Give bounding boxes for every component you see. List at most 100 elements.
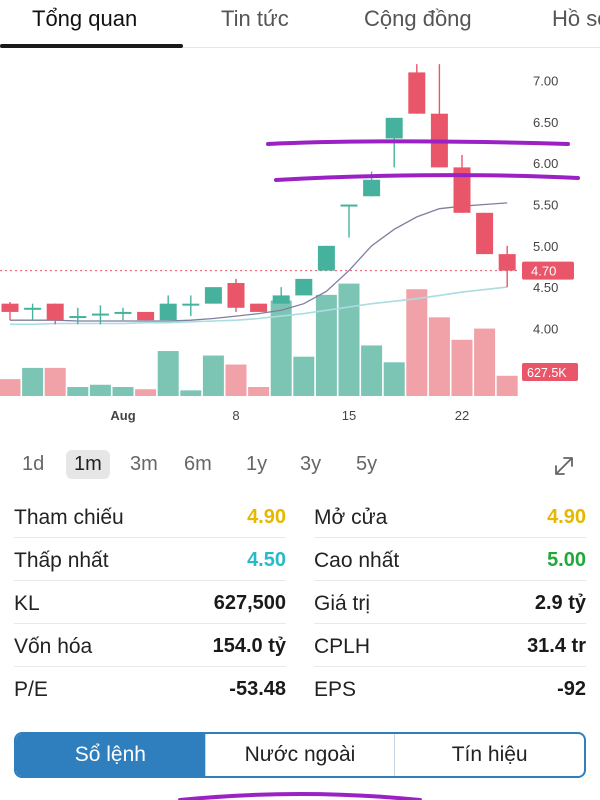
volume-bar [406, 289, 428, 396]
volume-bar [451, 339, 473, 396]
volume-bar [0, 379, 21, 396]
x-tick-label: 8 [232, 408, 239, 423]
detail-segmented-control: Sổ lệnh Nước ngoài Tín hiệu [14, 732, 586, 778]
stat-label-open: Mở cửa [314, 506, 388, 529]
y-tick-label: 4.50 [533, 280, 558, 295]
stat-value-open: 4.90 [547, 506, 586, 528]
annotation-line [266, 139, 570, 146]
stat-value-value: 2.9 tỷ [534, 592, 586, 614]
candle-body [159, 303, 177, 321]
candle-body [453, 167, 471, 213]
stat-label-high: Cao nhất [314, 549, 400, 572]
tab-community[interactable]: Cộng đồng [364, 6, 472, 31]
range-1y[interactable]: 1y [246, 453, 268, 475]
volume-badge-label: 627.5K [527, 366, 567, 380]
candle-body [91, 313, 109, 316]
candle-body [204, 287, 222, 304]
candle-body [69, 316, 87, 319]
x-tick-label: 15 [342, 408, 356, 423]
stat-label-shares-outstanding: CPLH [314, 635, 371, 658]
tab-profile[interactable]: Hồ sơ [552, 6, 600, 31]
stat-value-reference: 4.90 [247, 506, 286, 528]
range-3m[interactable]: 3m [130, 453, 158, 475]
candle-body [114, 311, 132, 314]
tab-overview[interactable]: Tổng quan [32, 6, 138, 31]
stat-row: Thấp nhất 4.50 Cao nhất 5.00 [0, 539, 600, 582]
volume-bar [157, 351, 179, 396]
stat-label-eps: EPS [314, 678, 357, 701]
expand-icon[interactable] [550, 452, 578, 480]
stat-value-low: 4.50 [247, 549, 286, 571]
volume-bar [496, 375, 518, 396]
stat-label-reference: Tham chiếu [14, 506, 124, 529]
y-tick-label: 5.00 [533, 239, 558, 254]
price-badge-label: 4.70 [531, 264, 556, 279]
candle-body [385, 117, 403, 139]
candle-body [137, 311, 155, 321]
tab-news[interactable]: Tin tức [221, 6, 289, 31]
annotation-stroke [178, 792, 422, 800]
volume-bar [202, 355, 224, 396]
volume-bar [474, 328, 496, 396]
candle-body [272, 295, 290, 304]
volume-bar [428, 317, 450, 396]
candle-body [476, 212, 494, 255]
candle-body [46, 303, 64, 321]
y-tick-label: 6.50 [533, 115, 558, 130]
range-1m[interactable]: 1m [66, 450, 110, 479]
volume-bar [44, 367, 66, 396]
stat-value-volume: 627,500 [213, 592, 286, 614]
range-selector: 1d 1m 3m 6m 1y 3y 5y [0, 446, 600, 486]
stat-value-shares-outstanding: 31.4 tr [527, 635, 586, 657]
divider [14, 623, 286, 624]
stat-label-low: Thấp nhất [14, 549, 109, 572]
volume-bar [112, 387, 134, 396]
segment-foreign[interactable]: Nước ngoài [204, 734, 395, 776]
y-tick-label: 5.50 [533, 198, 558, 213]
volume-bar [361, 345, 383, 396]
volume-bar [135, 389, 157, 396]
x-tick-label: Aug [110, 408, 135, 423]
candle-body [295, 278, 313, 296]
price-chart[interactable]: 7.00 6.50 6.00 5.50 5.00 4.50 4.00 4.70 627.5K Au… [0, 48, 600, 438]
divider [314, 666, 586, 667]
stat-row: P/E -53.48 EPS -92 [0, 668, 600, 711]
volume-bar [89, 384, 111, 396]
divider [14, 666, 286, 667]
volume-bar [22, 367, 44, 396]
volume-badge [522, 363, 578, 381]
stat-row: Vốn hóa 154.0 tỷ CPLH 31.4 tr [0, 625, 600, 668]
top-tab-bar: Tổng quan Tin tức Cộng đồng Hồ sơ [0, 0, 600, 48]
y-tick-label: 4.00 [533, 321, 558, 336]
volume-bar [225, 364, 247, 396]
segment-signals[interactable]: Tín hiệu [394, 734, 584, 776]
volume-bar [315, 294, 337, 396]
divider [14, 537, 286, 538]
range-6m[interactable]: 6m [184, 453, 212, 475]
stat-value-market-cap: 154.0 tỷ [212, 635, 286, 657]
volume-bar [338, 283, 360, 396]
range-5y[interactable]: 5y [356, 453, 378, 475]
x-tick-label: 22 [455, 408, 469, 423]
volume-bar [270, 300, 292, 396]
volume-bar [67, 387, 89, 396]
stat-label-market-cap: Vốn hóa [14, 635, 93, 658]
divider [314, 580, 586, 581]
candle-body [363, 179, 381, 197]
range-3y[interactable]: 3y [300, 453, 322, 475]
candle-body [340, 204, 358, 207]
stat-value-eps: -92 [557, 678, 586, 700]
candle-body [498, 254, 516, 271]
candle-body [408, 72, 426, 114]
volume-bar [180, 390, 202, 396]
stat-label-volume: KL [14, 592, 40, 615]
divider [314, 537, 586, 538]
range-1d[interactable]: 1d [22, 453, 45, 475]
volume-bar [248, 387, 270, 396]
segment-order-book[interactable]: Sổ lệnh [16, 734, 205, 776]
candle-body [182, 303, 200, 306]
candle-body [317, 245, 335, 271]
stat-row: Tham chiếu 4.90 Mở cửa 4.90 [0, 496, 600, 539]
volume-bar [293, 356, 315, 396]
candle-body [1, 303, 19, 312]
